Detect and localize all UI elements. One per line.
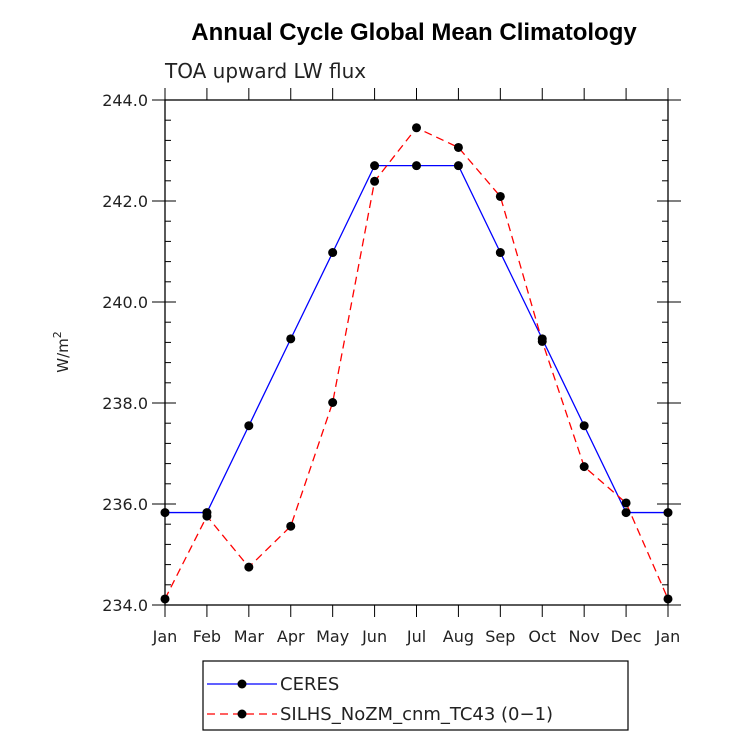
y-tick-label: 236.0 [102,495,148,514]
legend-marker-silhs [237,709,247,719]
series-0-point [579,421,589,431]
y-tick-label: 238.0 [102,394,148,413]
y-tick-label: 244.0 [102,91,148,110]
y-axis-label-base: W/m [54,338,72,373]
chart-subtitle: TOA upward LW flux [164,59,366,83]
x-tick-label: Nov [569,627,600,646]
y-axis: 234.0 236.0 238.0 240.0 242.0 244.0 [102,91,681,615]
x-tick-label: Mar [234,627,265,646]
x-tick-label: Sep [485,627,515,646]
series-0-point [286,334,296,344]
series-1-point [453,142,463,152]
series-1-point [160,594,170,604]
series-1-point [495,191,505,201]
series-0-point [244,421,254,431]
series-1-point [202,511,212,521]
x-tick-label: Jul [406,627,426,646]
series-0-point [412,161,421,171]
chart-title: Annual Cycle Global Mean Climatology [191,19,637,46]
series-line-0 [165,164,668,514]
plot-frame [164,99,669,606]
series-layer [160,123,673,604]
x-tick-label: Apr [277,627,305,646]
y-tick-label: 242.0 [102,192,148,211]
series-0-point [621,508,631,518]
series-1-point [244,562,254,572]
y-tick-label: 234.0 [102,596,148,615]
x-tick-label: Aug [443,627,474,646]
series-0-point [453,161,463,171]
series-0-point [160,508,170,518]
y-axis-label-superscript: 2 [51,331,64,338]
y-tick-label: 240.0 [102,293,148,312]
x-tick-label: Jun [361,627,387,646]
series-1-point [412,123,421,133]
x-tick-label: Oct [528,627,556,646]
y-axis-label: W/m2 [51,331,72,373]
x-tick-label: Dec [611,627,642,646]
series-1-point [286,521,296,531]
legend-label-ceres: CERES [280,674,339,695]
series-1-point [537,336,547,346]
series-1-point [370,176,380,186]
series-1-point [579,462,589,472]
series-line-1 [164,126,669,600]
series-1-point [663,594,673,604]
x-tick-label: Jan [655,627,681,646]
legend-marker-ceres [237,679,247,689]
legend-box [202,660,629,731]
series-0-point [663,508,673,518]
legend-label-silhs: SILHS_NoZM_cnm_TC43 (0−1) [280,704,553,725]
x-tick-label: Jan [152,627,178,646]
series-0-point [328,248,338,258]
x-tick-label: May [316,627,349,646]
x-tick-label: Feb [193,627,221,646]
x-axis: Jan Feb Mar Apr May Jun Jul Aug Sep Oct Nov Dec Jan [152,88,681,646]
series-0-point [370,161,380,171]
legend: CERES SILHS_NoZM_cnm_TC43 (0−1) [202,660,629,731]
series-1-point [621,498,631,508]
series-1-point [328,397,338,407]
series-0-point [495,248,505,258]
